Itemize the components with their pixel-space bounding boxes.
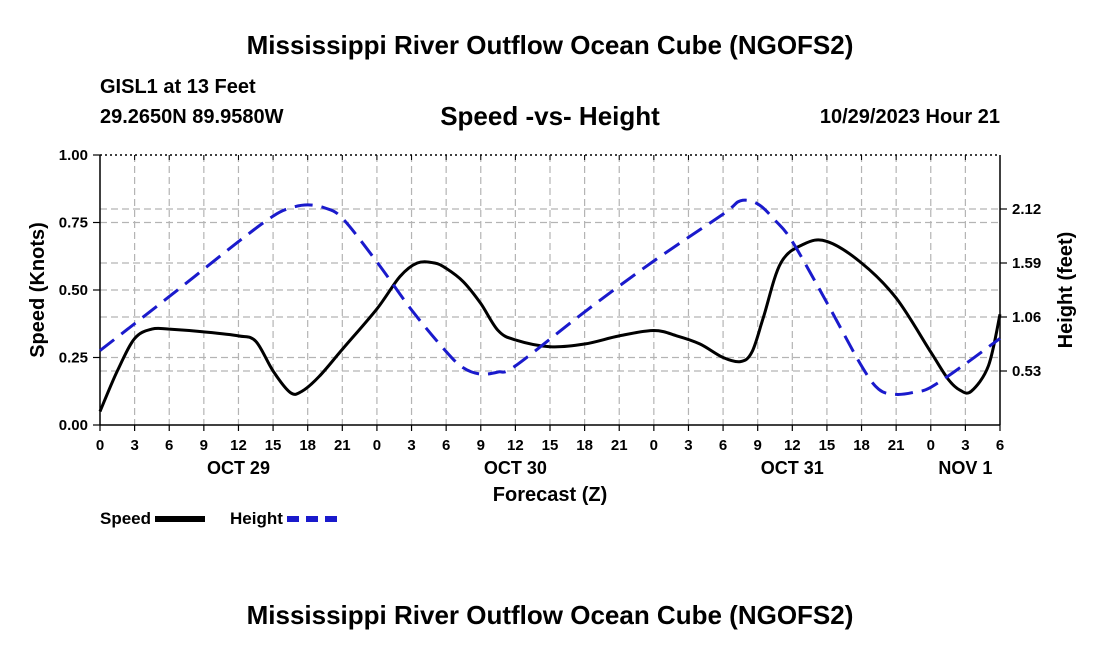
y-left-tick-label: 1.00	[59, 147, 88, 164]
y-left-tick-label: 0.00	[59, 417, 88, 434]
x-tick-label: 6	[442, 437, 450, 454]
x-tick-label: 9	[754, 437, 762, 454]
x-tick-label: 3	[130, 437, 138, 454]
legend-height-label: Height	[230, 509, 283, 528]
x-tick-label: 18	[853, 437, 870, 454]
y-right-tick-label: 1.06	[1012, 309, 1041, 326]
x-tick-label: 3	[407, 437, 415, 454]
footer-title: Mississippi River Outflow Ocean Cube (NG…	[246, 600, 854, 630]
y-left-axis-label: Speed (Knots)	[27, 222, 49, 358]
day-label: OCT 30	[484, 458, 547, 478]
x-tick-label: 12	[507, 437, 524, 454]
y-left-tick-label: 0.25	[59, 350, 88, 367]
x-tick-label: 21	[888, 437, 905, 454]
legend-speed-label: Speed	[100, 509, 152, 528]
speed-series-line	[98, 238, 1002, 413]
x-tick-label: 0	[650, 437, 658, 454]
day-label: OCT 31	[761, 458, 824, 478]
legend-height-swatch	[286, 516, 337, 522]
y-right-axis-label: Height (feet)	[1055, 232, 1077, 349]
x-tick-label: 9	[477, 437, 485, 454]
x-tick-label: 15	[819, 437, 836, 454]
x-axis-label: Forecast (Z)	[493, 484, 607, 506]
x-tick-label: 15	[542, 437, 559, 454]
y-left-tick-label: 0.50	[59, 282, 88, 299]
x-tick-label: 3	[961, 437, 969, 454]
chart-subtitle: Speed -vs- Height	[440, 101, 660, 131]
legend-height: Height	[230, 509, 337, 529]
day-label: NOV 1	[938, 458, 992, 478]
legend-speed: Speed	[100, 509, 206, 529]
x-tick-label: 12	[230, 437, 247, 454]
x-tick-label: 18	[299, 437, 316, 454]
x-tick-label: 9	[200, 437, 208, 454]
day-label: OCT 29	[207, 458, 270, 478]
x-tick-label: 6	[719, 437, 727, 454]
x-tick-label: 21	[611, 437, 628, 454]
x-tick-label: 0	[927, 437, 935, 454]
x-tick-label: 0	[373, 437, 381, 454]
x-tick-label: 12	[784, 437, 801, 454]
x-tick-label: 21	[334, 437, 351, 454]
x-tick-label: 6	[996, 437, 1004, 454]
y-left-tick-label: 0.75	[59, 215, 88, 232]
y-right-tick-label: 0.53	[1012, 363, 1041, 380]
x-tick-label: 18	[576, 437, 593, 454]
legend-speed-swatch	[155, 516, 206, 522]
chart-title: Mississippi River Outflow Ocean Cube (NG…	[246, 30, 854, 60]
coordinates-label: 29.2650N 89.9580W	[100, 106, 284, 128]
height-series-line	[99, 198, 1001, 397]
y-right-tick-label: 1.59	[1012, 255, 1041, 272]
x-tick-label: 6	[165, 437, 173, 454]
x-tick-label: 3	[684, 437, 692, 454]
y-right-tick-label: 2.12	[1012, 201, 1041, 218]
station-label: GISL1 at 13 Feet	[100, 76, 256, 98]
x-tick-label: 0	[96, 437, 104, 454]
x-tick-label: 15	[265, 437, 282, 454]
forecast-datetime: 10/29/2023 Hour 21	[819, 106, 1000, 128]
